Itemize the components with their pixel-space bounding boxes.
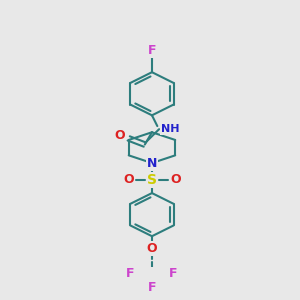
Text: O: O [115,129,125,142]
Text: S: S [147,173,157,187]
Text: F: F [148,44,156,57]
Text: F: F [169,267,178,280]
Text: F: F [148,280,156,293]
Text: O: O [147,242,157,255]
Text: NH: NH [161,124,179,134]
Text: O: O [123,173,134,187]
Text: F: F [126,267,135,280]
Text: N: N [147,157,157,169]
Text: O: O [170,173,181,187]
